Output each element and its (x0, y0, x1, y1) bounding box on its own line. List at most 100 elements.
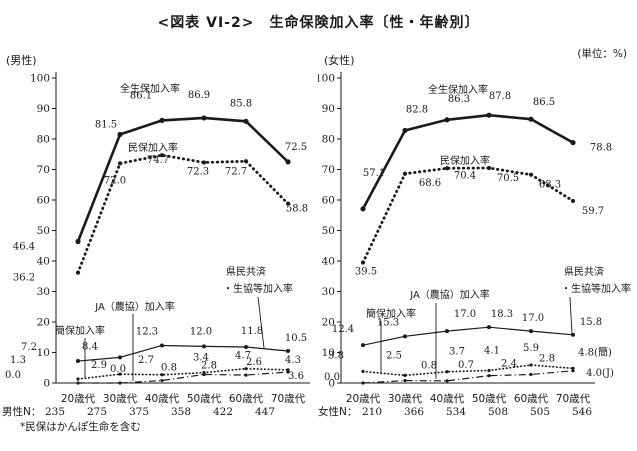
n-prefix: 女性N： (318, 405, 357, 418)
male-chart-panel: (男性) 0 10 20 30 40 50 60 70 80 90 100 20歳代 30歳代 40歳代 50… (0, 46, 318, 420)
n-value: 505 (530, 406, 550, 418)
data-point-marker (403, 373, 407, 377)
data-value-label: 4.0(J) (586, 368, 614, 379)
data-value-label: 2.6 (246, 357, 262, 368)
data-point-marker (118, 372, 122, 376)
data-value-label: 12.4 (332, 324, 354, 335)
data-value-label: 4.3 (285, 355, 301, 366)
data-value-label: 3.4 (193, 353, 209, 364)
data-value-label: 82.8 (406, 104, 428, 115)
data-point-marker (402, 127, 408, 134)
data-point-marker (76, 381, 80, 385)
data-value-label: 0.0 (5, 370, 21, 381)
data-point-marker (285, 159, 291, 165)
y-tick-label: 80 (37, 134, 50, 146)
series-name-label: 県民共済 (226, 265, 266, 278)
annotation-leader-line (257, 296, 265, 349)
data-point-marker (160, 343, 164, 348)
data-value-label: 3.6 (288, 371, 304, 382)
data-value-label: 2.8 (539, 353, 555, 364)
y-tick-label: 0 (43, 378, 50, 390)
data-point-marker (244, 345, 248, 350)
n-value: 546 (572, 406, 592, 418)
data-point-marker (201, 115, 207, 121)
data-value-label: 3.7 (449, 347, 465, 358)
data-value-label: 15.8 (580, 317, 602, 328)
female-chart-panel: (女性) 0 10 20 30 40 50 60 70 80 90 100 20歳代 30歳代 40歳代 50… (318, 46, 637, 420)
data-point-marker (528, 172, 534, 177)
data-value-label: 12.3 (136, 326, 158, 337)
data-value-label: 2.4 (501, 359, 517, 370)
x-category-label: 60歳代 (229, 393, 264, 405)
data-point-marker (444, 166, 450, 171)
data-value-label: 36.2 (13, 273, 35, 284)
data-value-label: 11.8 (241, 326, 263, 337)
y-tick-label: 30 (322, 286, 335, 298)
data-value-label: 4.1 (484, 345, 500, 356)
data-value-label: 0.8 (161, 363, 177, 374)
y-tick-label: 90 (37, 103, 50, 115)
data-value-label: 18.3 (491, 309, 513, 320)
footnote: *民保はかんぽ生命を含む (20, 421, 141, 433)
data-value-label: 2.8 (201, 360, 217, 371)
data-point-marker (76, 359, 80, 364)
data-value-label: 86.9 (188, 90, 210, 101)
x-category-label: 20歳代 (346, 393, 381, 405)
data-point-marker (285, 201, 291, 206)
y-tick-label: 100 (318, 73, 335, 85)
data-value-label: 87.8 (489, 91, 511, 102)
data-value-label: 12.0 (190, 326, 212, 337)
data-point-marker (571, 332, 575, 337)
y-tick-label: 20 (37, 317, 50, 329)
data-point-marker (487, 368, 491, 373)
data-point-marker (486, 112, 492, 118)
data-value-label: 72.7 (225, 166, 247, 177)
y-tick-label: 0 (328, 378, 335, 390)
data-value-label: 17.0 (454, 309, 476, 320)
series-name-label: 簡保加入率 (55, 324, 105, 337)
series-name-label: ・生協等加入率 (223, 282, 293, 295)
n-value: 447 (255, 406, 275, 418)
series-name-label: JA（農協）加入率 (94, 300, 175, 313)
data-point-marker (118, 355, 122, 360)
series-name-label: JA（農協）加入率 (409, 288, 490, 301)
data-point-marker (445, 379, 449, 383)
n-prefix: 男性N： (2, 405, 41, 418)
data-point-marker (244, 373, 248, 377)
data-value-label: 58.8 (286, 204, 308, 215)
data-point-marker (202, 371, 206, 375)
data-value-label: 72.0 (104, 175, 126, 186)
data-point-marker (76, 377, 80, 381)
n-value: 422 (213, 406, 233, 418)
data-value-label: 2.7 (138, 355, 154, 366)
annotation-leader-line (569, 296, 573, 335)
data-value-label: 15.3 (377, 317, 399, 328)
data-point-marker (570, 198, 576, 204)
series-line (362, 370, 574, 384)
data-value-label: 78.8 (590, 143, 612, 154)
female-chart: (女性) 0 10 20 30 40 50 60 70 80 90 100 20歳代 30歳代 40歳代 50… (318, 53, 631, 418)
x-category-label: 30歳代 (388, 393, 423, 405)
data-point-marker (444, 117, 450, 123)
series-line (77, 367, 289, 380)
data-point-marker (360, 206, 366, 212)
n-value: 235 (45, 406, 65, 418)
data-value-label: 10.5 (285, 333, 307, 344)
series-name-label: 簡保加入率 (366, 307, 416, 320)
series-line (77, 344, 289, 362)
data-point-marker (571, 366, 575, 370)
data-value-label: 70.4 (454, 170, 476, 181)
n-value: 534 (446, 406, 466, 418)
data-point-marker (243, 118, 249, 124)
y-tick-label: 40 (37, 256, 50, 268)
data-point-marker (487, 374, 491, 378)
data-point-marker (159, 153, 165, 158)
data-value-label: 70.5 (497, 173, 519, 184)
y-tick-label: 40 (322, 256, 335, 268)
x-category-label: 70歳代 (556, 393, 591, 405)
data-point-marker (529, 329, 533, 334)
y-tick-label: 60 (322, 195, 335, 207)
y-tick-label: 10 (322, 347, 335, 359)
series-line (361, 113, 574, 210)
n-value: 366 (404, 406, 424, 418)
